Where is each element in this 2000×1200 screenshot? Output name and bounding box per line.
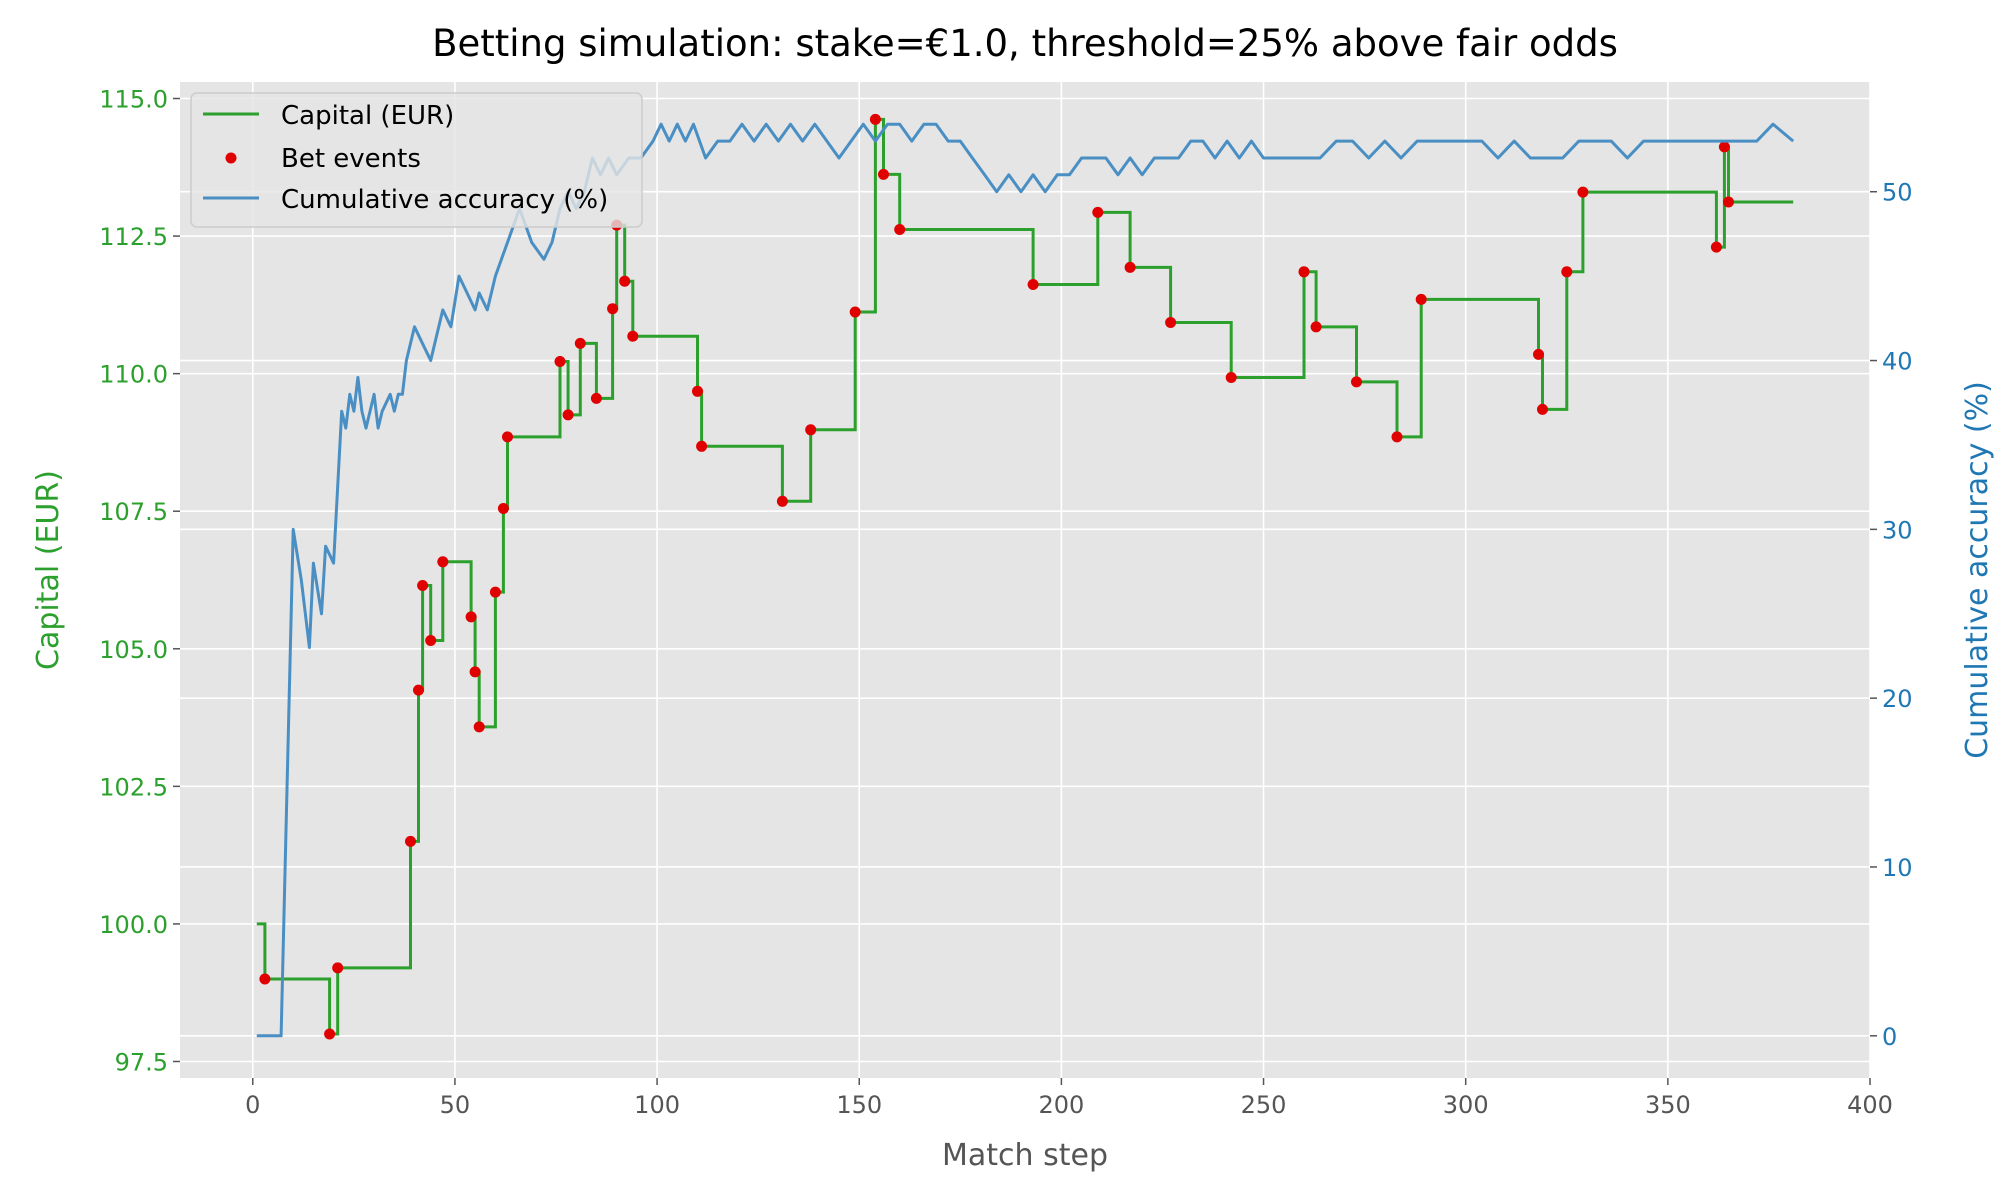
bet-event-point (324, 1028, 336, 1040)
chart-title: Betting simulation: stake=€1.0, threshol… (432, 22, 1618, 65)
bet-event-point (607, 303, 619, 315)
bet-event-point (1537, 403, 1548, 415)
x-axis-label: Match step (942, 1138, 1108, 1173)
bet-event-point (413, 684, 424, 696)
legend-swatch-bets (225, 152, 237, 164)
x-tick-label: 100 (634, 1091, 680, 1119)
bet-event-point (878, 168, 889, 180)
bet-event-point (1710, 241, 1722, 253)
bet-event-point (1027, 279, 1039, 290)
y-left-tick-label: 110.0 (99, 361, 168, 389)
bet-event-point (1165, 317, 1177, 328)
bet-event-point (425, 635, 437, 646)
y-right-tick-label: 40 (1882, 348, 1913, 376)
bet-event-point (1561, 266, 1573, 278)
bet-event-point (869, 113, 881, 125)
bet-event-point (437, 556, 449, 568)
bet-event-point (489, 586, 501, 598)
y-right-tick-label: 10 (1882, 854, 1913, 882)
bet-event-point (417, 580, 429, 591)
bet-event-point (696, 440, 708, 452)
y-right-tick-label: 30 (1882, 516, 1913, 544)
axes-layer: 0 50 100 150 200 250 300 350 40097.5100.0102.510… (99, 86, 1912, 1119)
bet-event-point (473, 721, 485, 733)
bet-event-point (776, 495, 788, 507)
bet-event-point (554, 356, 566, 367)
bet-event-point (849, 306, 861, 318)
plot-area (180, 82, 1870, 1078)
x-tick-label: 350 (1645, 1091, 1691, 1119)
bet-event-point (1124, 261, 1136, 273)
y-left-tick-label: 107.5 (99, 498, 168, 526)
x-tick-label: 400 (1847, 1091, 1893, 1119)
bet-event-point (497, 503, 509, 514)
capital-line (256, 117, 1794, 1036)
y-left-tick-label: 100.0 (99, 911, 168, 939)
y-right-tick-label: 0 (1882, 1023, 1897, 1051)
grid (180, 82, 1871, 1078)
bet-event-point (692, 385, 703, 397)
legend-label-bets: Bet events (281, 144, 421, 174)
bet-event-point (619, 275, 631, 287)
bet-event-point (590, 392, 602, 404)
y-right-tick-label: 20 (1882, 685, 1913, 713)
bet-event-point (502, 431, 513, 443)
series-layer (256, 113, 1795, 1040)
bet-event-point (627, 330, 639, 342)
x-tick-label: 200 (1038, 1091, 1084, 1119)
bet-event-point (1415, 293, 1427, 305)
bet-event-point (405, 835, 416, 847)
y-left-tick-label: 102.5 (99, 773, 168, 801)
bet-event-point (894, 224, 906, 235)
x-tick-label: 300 (1443, 1091, 1489, 1119)
accuracy-line (256, 122, 1795, 1038)
y-left-tick-label: 105.0 (99, 636, 168, 664)
y-left-tick-label: 97.5 (115, 1048, 168, 1076)
y-left-tick-label: 112.5 (99, 223, 168, 251)
y-right-tick-label: 50 (1882, 179, 1913, 207)
legend-label-capital: Capital (EUR) (281, 101, 454, 131)
bet-event-point (1351, 376, 1362, 388)
bet-event-point (574, 337, 586, 349)
bet-event-point (1577, 186, 1589, 198)
bet-event-point (1723, 196, 1734, 208)
bet-event-point (1391, 431, 1403, 443)
legend-box (190, 92, 643, 228)
bet-event-point (332, 962, 344, 974)
bet-event-point (469, 666, 481, 678)
x-tick-label: 0 (245, 1091, 260, 1119)
bet-event-point (805, 424, 817, 436)
x-tick-label: 150 (836, 1091, 882, 1119)
bet-event-point (1225, 372, 1237, 383)
y-right-axis-label: Cumulative accuracy (%) (1960, 381, 1995, 759)
bet-event-point (562, 409, 574, 421)
legend-label-accuracy: Cumulative accuracy (%) (281, 185, 608, 215)
bet-event-point (1092, 206, 1104, 218)
x-tick-label: 50 (440, 1091, 471, 1119)
bet-event-point (1310, 321, 1322, 333)
x-tick-label: 250 (1241, 1091, 1287, 1119)
bet-event-point (465, 611, 477, 623)
y-left-axis-label: Capital (EUR) (31, 470, 66, 670)
bet-event-point (1298, 266, 1310, 278)
bet-event-point (259, 973, 271, 985)
legend: Capital (EUR) Bet events Cumulative accu… (190, 92, 643, 228)
bet-event-point (1718, 141, 1730, 153)
y-left-tick-label: 115.0 (99, 86, 168, 114)
bet-event-point (1533, 348, 1544, 360)
